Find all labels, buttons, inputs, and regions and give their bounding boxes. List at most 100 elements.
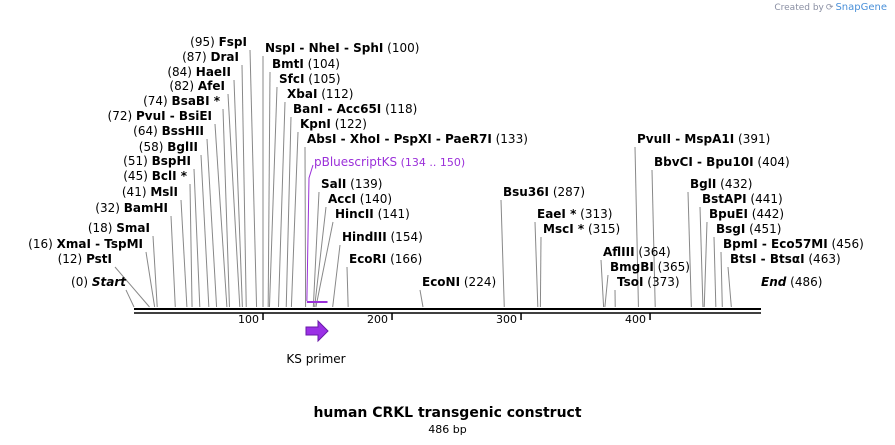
site-label-bamhi[interactable]: (32) BamHI bbox=[95, 201, 168, 215]
feature-label-pbluescriptks[interactable]: pBluescriptKS (134 .. 150) bbox=[314, 155, 465, 169]
site-leader-sali bbox=[312, 191, 320, 308]
site-enzyme: PvuII - MspA1I bbox=[637, 132, 734, 146]
site-enzyme: EcoNI bbox=[422, 275, 460, 289]
site-position: (140) bbox=[356, 192, 392, 206]
site-leader-bcli bbox=[189, 183, 193, 308]
site-label-pvuii-mspa1i[interactable]: PvuII - MspA1I (391) bbox=[637, 132, 770, 146]
site-label-bsphi[interactable]: (51) BspHI bbox=[123, 154, 191, 168]
site-position: (18) bbox=[88, 221, 116, 235]
site-label-xmai-tspmi[interactable]: (16) XmaI - TspMI bbox=[28, 237, 143, 251]
primer-label: KS primer bbox=[286, 352, 345, 366]
site-leader-msci bbox=[539, 236, 542, 308]
site-enzyme: BpmI - Eco57MI bbox=[723, 237, 828, 251]
site-position: (82) bbox=[169, 79, 197, 93]
site-label-bsu36i[interactable]: Bsu36I (287) bbox=[503, 185, 585, 199]
site-label-fspi[interactable]: (95) FspI bbox=[190, 35, 247, 49]
site-leader-bglii bbox=[200, 154, 210, 308]
site-label-bmti[interactable]: BmtI (104) bbox=[272, 57, 340, 71]
site-label-bmgbi[interactable]: BmgBI (365) bbox=[610, 260, 690, 274]
site-label-bsabi[interactable]: (74) BsaBI * bbox=[143, 94, 221, 108]
site-enzyme: BssHII bbox=[162, 124, 204, 138]
site-label-hindiii[interactable]: HindIII (154) bbox=[342, 230, 423, 244]
site-label-kpni[interactable]: KpnI (122) bbox=[300, 117, 367, 131]
site-label-bsgi[interactable]: BsgI (451) bbox=[716, 222, 781, 236]
site-label-ecori[interactable]: EcoRI (166) bbox=[349, 252, 422, 266]
end-position: (486) bbox=[786, 275, 822, 289]
site-enzyme: BsaBI * bbox=[172, 94, 221, 108]
scale-tick-label: 200 bbox=[367, 313, 388, 326]
site-leader-bpuei bbox=[703, 221, 708, 308]
site-leader-ecori bbox=[346, 266, 349, 308]
site-leader-drai bbox=[241, 64, 247, 308]
site-label-afliii[interactable]: AflIII (364) bbox=[603, 245, 671, 259]
site-label-haeii[interactable]: (84) HaeII bbox=[167, 65, 231, 79]
site-leader-smai bbox=[152, 235, 158, 308]
site-label-btsi-bts-i[interactable]: BtsI - BtsαI (463) bbox=[730, 252, 841, 266]
feature-leader bbox=[306, 164, 314, 302]
site-label-pvui-bsiei[interactable]: (72) PvuI - BsiEI bbox=[108, 109, 212, 123]
construct-title: human CRKL transgenic construct bbox=[313, 405, 582, 421]
site-leader-pvui-bsiei bbox=[214, 123, 228, 308]
site-label-bcli[interactable]: (45) BclI * bbox=[123, 169, 187, 183]
site-position: (133) bbox=[492, 132, 528, 146]
site-label-acci[interactable]: AccI (140) bbox=[328, 192, 392, 206]
site-enzyme: BanI - Acc65I bbox=[293, 102, 381, 116]
site-enzyme: SfcI bbox=[279, 72, 304, 86]
start-label: (0) Start bbox=[71, 275, 127, 289]
site-label-absi-xhoi-pspxi-paer7i[interactable]: AbsI - XhoI - PspXI - PaeR7I (133) bbox=[307, 132, 528, 146]
site-leader-bpmi-eco57mi bbox=[720, 251, 723, 308]
site-label-bpmi-eco57mi[interactable]: BpmI - Eco57MI (456) bbox=[723, 237, 864, 251]
site-label-bstapi[interactable]: BstAPI (441) bbox=[702, 192, 783, 206]
site-label-nspi-nhei-sphi[interactable]: NspI - NheI - SphI (100) bbox=[265, 41, 419, 55]
site-label-eaei[interactable]: EaeI * (313) bbox=[537, 207, 612, 221]
site-position: (391) bbox=[734, 132, 770, 146]
site-label-xbai[interactable]: XbaI (112) bbox=[287, 87, 354, 101]
site-position: (51) bbox=[123, 154, 151, 168]
scale-tick-label: 100 bbox=[238, 313, 259, 326]
site-label-msli[interactable]: (41) MslI bbox=[122, 185, 178, 199]
site-enzyme: EaeI * bbox=[537, 207, 577, 221]
site-label-tsoi[interactable]: TsoI (373) bbox=[617, 275, 680, 289]
site-position: (432) bbox=[716, 177, 752, 191]
site-position: (118) bbox=[381, 102, 417, 116]
site-position: (58) bbox=[139, 140, 167, 154]
site-position: (74) bbox=[143, 94, 171, 108]
site-label-psti[interactable]: (12) PstI bbox=[58, 252, 112, 266]
site-label-afei[interactable]: (82) AfeI bbox=[169, 79, 225, 93]
site-enzyme: HincII bbox=[335, 207, 374, 221]
ks-primer-arrow-icon[interactable] bbox=[305, 319, 329, 343]
site-label-econi[interactable]: EcoNI (224) bbox=[422, 275, 496, 289]
site-enzyme: XmaI - TspMI bbox=[57, 237, 143, 251]
site-label-sali[interactable]: SalI (139) bbox=[321, 177, 382, 191]
site-leader-psti bbox=[114, 266, 150, 308]
site-label-drai[interactable]: (87) DraI bbox=[182, 50, 239, 64]
site-label-bpuei[interactable]: BpuEI (442) bbox=[709, 207, 784, 221]
site-leader-bgli bbox=[687, 191, 692, 308]
site-label-smai[interactable]: (18) SmaI bbox=[88, 221, 150, 235]
site-enzyme: BclI * bbox=[152, 169, 188, 183]
site-enzyme: AccI bbox=[328, 192, 356, 206]
site-leader-btsi-bts-i bbox=[727, 266, 732, 308]
site-leader-afliii bbox=[600, 259, 605, 308]
site-position: (112) bbox=[317, 87, 353, 101]
snapgene-credit: Created by ⟳ SnapGene bbox=[774, 2, 887, 13]
site-position: (313) bbox=[576, 207, 612, 221]
site-label-msci[interactable]: MscI * (315) bbox=[543, 222, 620, 236]
site-position: (84) bbox=[167, 65, 195, 79]
site-position: (441) bbox=[747, 192, 783, 206]
site-position: (365) bbox=[654, 260, 690, 274]
site-enzyme: PstI bbox=[86, 252, 112, 266]
site-label-bbvci-bpu10i[interactable]: BbvCI - Bpu10I (404) bbox=[654, 155, 790, 169]
site-label-hincii[interactable]: HincII (141) bbox=[335, 207, 410, 221]
site-position: (72) bbox=[108, 109, 136, 123]
site-label-bgli[interactable]: BglI (432) bbox=[690, 177, 752, 191]
site-label-bani-acc65i[interactable]: BanI - Acc65I (118) bbox=[293, 102, 417, 116]
site-label-bsshii[interactable]: (64) BssHII bbox=[133, 124, 204, 138]
site-position: (141) bbox=[374, 207, 410, 221]
site-label-bglii[interactable]: (58) BglII bbox=[139, 140, 198, 154]
site-leader-bmgbi bbox=[604, 274, 609, 308]
site-leader-haeii bbox=[233, 79, 243, 308]
feature-name: pBluescriptKS bbox=[314, 155, 397, 169]
site-enzyme: KpnI bbox=[300, 117, 331, 131]
site-label-sfci[interactable]: SfcI (105) bbox=[279, 72, 341, 86]
